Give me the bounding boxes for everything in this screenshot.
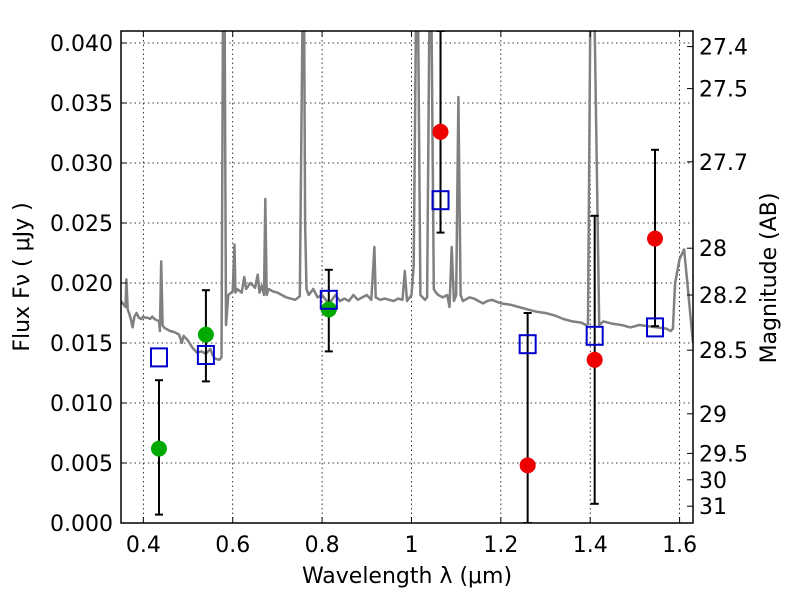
red-data-point bbox=[519, 457, 536, 474]
y-axis-ticks: 0.000 0.005 0.010 0.015 0.020 0.025 0.030 0.035… bbox=[50, 32, 127, 537]
red-data-point bbox=[586, 351, 603, 368]
y2-tick-label: 27.5 bbox=[699, 78, 748, 103]
y2-tick-label: 29.5 bbox=[699, 442, 748, 467]
y2-tick-label: 28.5 bbox=[699, 339, 748, 364]
red-data-point bbox=[432, 123, 449, 140]
y-tick-label: 0.010 bbox=[50, 392, 113, 417]
red-data-point bbox=[647, 230, 664, 247]
y-tick-label: 0.035 bbox=[50, 92, 113, 117]
model-square-marker bbox=[149, 347, 168, 368]
y-tick-label: 0.040 bbox=[50, 32, 113, 57]
y2-tick-label: 28 bbox=[699, 237, 727, 262]
x-tick-label: 1.2 bbox=[483, 533, 518, 558]
model-square-marker bbox=[196, 345, 215, 365]
model-square-marker bbox=[319, 289, 338, 310]
y-tick-label: 0.005 bbox=[50, 452, 113, 477]
y2-tick-label: 30 bbox=[699, 469, 727, 494]
x-tick-label: 0.8 bbox=[305, 533, 340, 558]
x-tick-label: 1 bbox=[404, 533, 418, 558]
x-axis-title: Wavelength λ (μm) bbox=[302, 564, 512, 589]
data-markers bbox=[149, 123, 665, 474]
model-square-marker bbox=[585, 325, 604, 346]
y-tick-label: 0.000 bbox=[50, 512, 113, 537]
x-tick-label: 1.6 bbox=[662, 533, 697, 558]
x-tick-label: 0.6 bbox=[215, 533, 250, 558]
y-tick-label: 0.020 bbox=[50, 272, 113, 297]
x-tick-label: 1.4 bbox=[573, 533, 608, 558]
green-data-point bbox=[197, 326, 214, 343]
error-bars bbox=[154, 31, 660, 523]
y-tick-label: 0.015 bbox=[50, 332, 113, 357]
y2-tick-label: 31 bbox=[699, 495, 727, 520]
y-tick-label: 0.030 bbox=[50, 152, 113, 177]
y-tick-label: 0.025 bbox=[50, 212, 113, 237]
y2-tick-label: 28.2 bbox=[699, 284, 748, 309]
x-axis-ticks: 0.4 0.6 0.8 1 1.2 1.4 1.6 bbox=[126, 31, 697, 558]
y2-tick-label: 27.4 bbox=[699, 36, 748, 61]
model-square-marker bbox=[431, 190, 450, 211]
y-axis-title: Flux Fν ( μJy ) bbox=[10, 202, 35, 351]
plot-frame bbox=[120, 30, 694, 524]
y2-tick-label: 29 bbox=[699, 403, 727, 428]
y2-tick-label: 27.7 bbox=[699, 151, 748, 176]
y2-axis-title: Magnitude (AB) bbox=[757, 193, 782, 364]
model-square-marker bbox=[646, 317, 665, 338]
grid-lines bbox=[121, 31, 693, 524]
model-square-marker bbox=[518, 334, 537, 355]
green-data-point bbox=[150, 440, 167, 457]
x-tick-label: 0.4 bbox=[126, 533, 161, 558]
